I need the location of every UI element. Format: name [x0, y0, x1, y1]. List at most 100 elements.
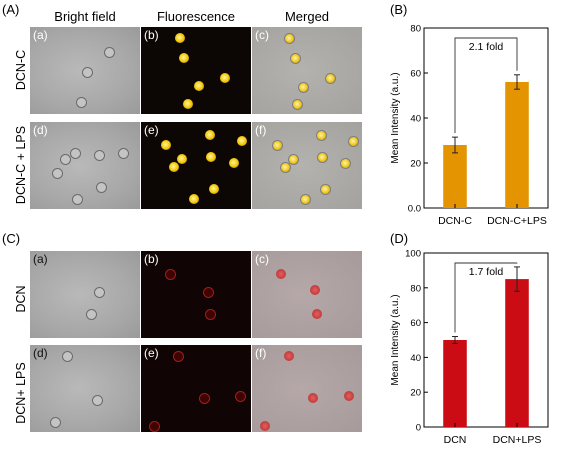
cell: [310, 285, 320, 295]
x-tick-label: DCN-C+LPS: [487, 215, 547, 227]
cell: [149, 421, 160, 432]
y-tick-label: 0.0: [408, 204, 421, 215]
y-tick-label: 60: [410, 69, 421, 80]
image-e-fluorescence: (e): [141, 122, 251, 209]
cell: [52, 168, 63, 179]
chart-b-mean-intensity: 0.0 20 40 60 80 Mean Intensity (a.u.) DCN-C DCN…: [390, 24, 549, 227]
y-tick-label: 0: [416, 423, 421, 434]
cell: [50, 417, 61, 428]
image-d-bright-field-dcn-lps: (d): [30, 345, 140, 432]
x-tick-label: DCN-C: [438, 215, 472, 227]
cell: [220, 73, 230, 83]
cell: [288, 154, 299, 165]
sub-label-a: (a): [33, 252, 48, 266]
cell: [183, 99, 193, 109]
row-label-dcn-c-lps: DCN-C + LPS: [14, 125, 28, 205]
cell: [206, 152, 216, 162]
cell: [173, 351, 184, 362]
cell: [280, 162, 291, 173]
cell: [203, 287, 214, 298]
cell: [179, 53, 189, 63]
cell: [308, 393, 318, 403]
y-axis-label: Mean Intensity (a.u.): [390, 72, 401, 163]
bar-dcn-c: [443, 145, 467, 208]
sub-label-e: (e): [144, 123, 159, 137]
y-tick-label: 20: [410, 159, 421, 170]
y-tick-label: 80: [410, 24, 421, 35]
cell: [348, 136, 359, 147]
fold-change-annotation: 1.7 fold: [469, 266, 504, 278]
cell: [72, 194, 83, 205]
y-axis-label: Mean Intensity (a.u.): [390, 294, 401, 385]
image-c-merged: (c): [252, 27, 362, 114]
cell: [237, 136, 247, 146]
sub-label-c: (c): [255, 252, 269, 266]
sub-label-a: (a): [33, 28, 48, 42]
cell: [317, 152, 328, 163]
cell: [260, 421, 270, 431]
image-d-bright-field: (d): [30, 122, 140, 209]
y-tick-label: 40: [410, 353, 421, 364]
cell: [298, 82, 309, 93]
sub-label-d: (d): [33, 123, 48, 137]
cell: [205, 309, 216, 320]
cell: [189, 194, 199, 204]
cell: [70, 148, 81, 159]
cell: [62, 351, 73, 362]
y-tick-label: 80: [410, 283, 421, 294]
cell: [165, 269, 176, 280]
column-header-fluorescence: Fluorescence: [156, 9, 236, 24]
cell: [118, 148, 129, 159]
plot-frame: [423, 252, 549, 428]
cell: [235, 391, 246, 402]
cell: [96, 182, 107, 193]
cell: [92, 395, 103, 406]
image-b-fluorescence: (b): [141, 27, 251, 114]
row-label-dcn-c: DCN-C: [14, 49, 28, 91]
fold-change-annotation: 2.1 fold: [469, 41, 504, 53]
cell: [82, 67, 93, 78]
image-a-bright-field: (a): [30, 27, 140, 114]
sub-label-b: (b): [144, 28, 159, 42]
sub-label-e: (e): [144, 346, 159, 360]
sub-label-d: (d): [33, 346, 48, 360]
cell: [86, 309, 97, 320]
sub-label-c: (c): [255, 28, 269, 42]
image-a-bright-field-dcn: (a): [30, 251, 140, 338]
y-tick-label: 40: [410, 114, 421, 125]
cell: [272, 140, 283, 151]
y-tick-label: 100: [405, 249, 421, 260]
image-c-merged-dcn: (c): [252, 251, 362, 338]
cell: [175, 33, 185, 43]
cell: [276, 269, 286, 279]
x-tick-label: DCN+LPS: [493, 434, 542, 446]
column-header-bright-field: Bright field: [54, 9, 116, 24]
comparison-bracket: [454, 37, 518, 134]
bar-dcn-c-lps: [505, 82, 529, 208]
image-b-fluorescence-dcn: (b): [141, 251, 251, 338]
row-label-dcn-lps: DCN+ LPS: [14, 362, 28, 424]
image-f-merged: (f): [252, 122, 362, 209]
cell: [316, 130, 327, 141]
cell: [94, 150, 105, 161]
panel-letter-b: (B): [390, 2, 408, 17]
cell: [312, 309, 322, 319]
y-tick-label: 60: [410, 318, 421, 329]
cell: [320, 184, 331, 195]
cell: [194, 81, 204, 91]
plot-frame: [423, 27, 549, 209]
cell: [177, 154, 187, 164]
cell: [340, 158, 351, 169]
cell: [209, 184, 219, 194]
sub-label-b: (b): [144, 252, 159, 266]
bar-dcn-lps: [505, 279, 529, 427]
cell: [161, 140, 171, 150]
sub-label-f: (f): [255, 123, 267, 137]
cell: [325, 73, 336, 84]
sub-label-f: (f): [255, 346, 267, 360]
cell: [104, 47, 115, 58]
cell: [94, 287, 105, 298]
panel-letter-a: (A): [2, 2, 20, 17]
panel-letter-c: (C): [2, 231, 21, 246]
cell: [205, 130, 215, 140]
